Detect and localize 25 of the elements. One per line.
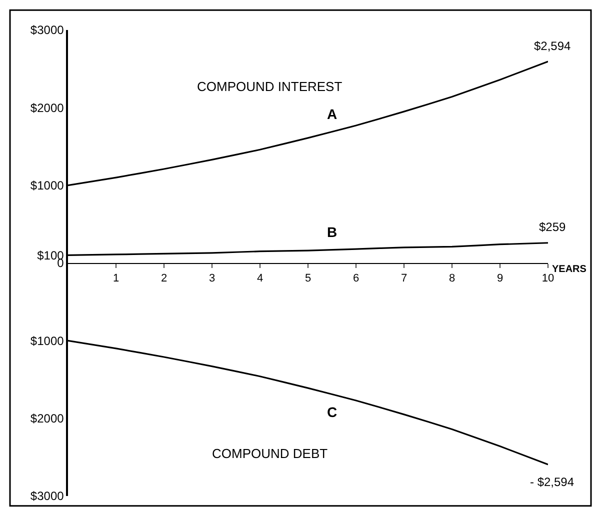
data-label: $2,594 — [534, 39, 572, 53]
series-label: C — [327, 404, 338, 420]
x-tick-label: 7 — [400, 272, 408, 284]
y-tick-label: $3000 — [30, 489, 64, 504]
x-tick-label: 10 — [542, 272, 554, 284]
x-tick-label: 8 — [448, 272, 456, 284]
data-label: - $2,594 — [530, 475, 574, 489]
x-tick-label: 5 — [304, 272, 312, 284]
series-label: B — [327, 224, 338, 240]
x-tick-label: 9 — [496, 272, 504, 284]
y-tick-label: $1000 — [30, 178, 64, 193]
y-tick-label: $3000 — [30, 23, 64, 38]
y-tick-label: $2000 — [30, 412, 64, 426]
x-tick-label: 1 — [112, 272, 120, 284]
x-tick-label: 6 — [352, 272, 360, 284]
x-tick-label: 2 — [160, 272, 168, 284]
x-axis-title: YEARS — [552, 264, 587, 275]
y-tick-label: $2000 — [30, 100, 64, 115]
annotation: COMPOUND INTEREST — [197, 79, 342, 94]
series-label: A — [327, 106, 338, 122]
data-label: $259 — [539, 220, 566, 234]
y-tick-label: $1000 — [30, 334, 64, 348]
annotation: COMPOUND DEBT — [212, 446, 328, 461]
x-tick-label: 4 — [256, 272, 264, 284]
x-tick-label: 3 — [208, 272, 216, 284]
